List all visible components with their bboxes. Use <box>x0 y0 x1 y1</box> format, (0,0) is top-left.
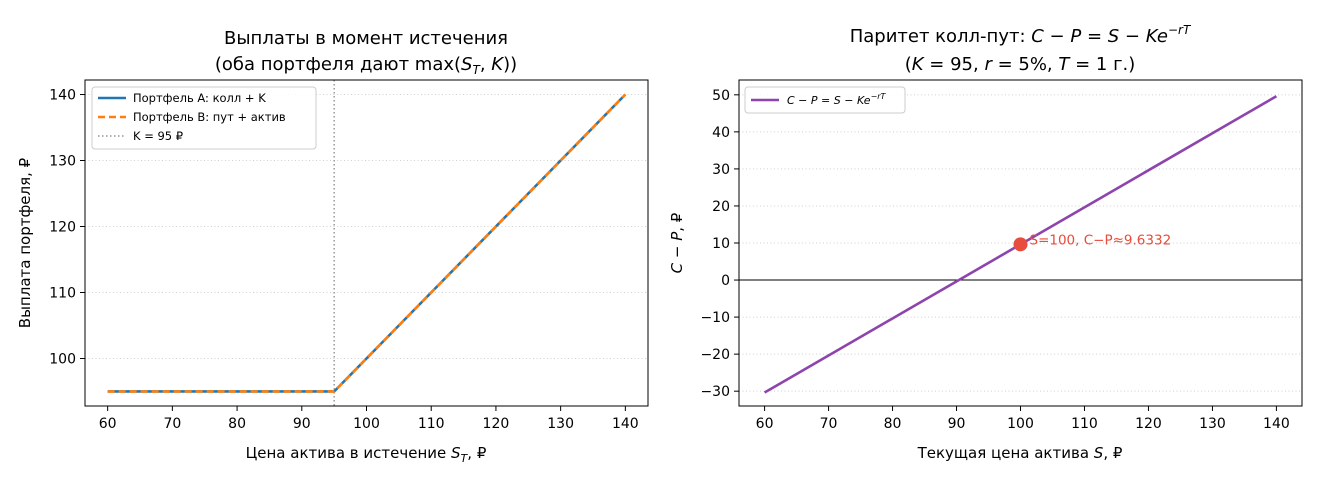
x-tick-label: 90 <box>293 416 311 432</box>
grid-lines <box>85 94 648 359</box>
payoff-chart: Выплаты в момент истечения (оба портфеля… <box>16 28 649 465</box>
y-tick-label: 120 <box>49 220 76 236</box>
x-axis-label: Текущая цена актива S, ₽ <box>917 444 1123 462</box>
x-tick-label: 60 <box>99 416 117 432</box>
y-axis-ticks: −30 −20 −10 0 10 20 30 40 50 <box>700 88 739 400</box>
x-tick-label: 140 <box>1263 416 1290 432</box>
y-tick-label: −30 <box>700 384 730 400</box>
legend: C − P = S − Ke−rT <box>744 86 906 114</box>
x-tick-label: 90 <box>948 416 966 432</box>
y-tick-label: 50 <box>712 88 730 104</box>
plot-frame <box>84 79 649 407</box>
x-tick-label: 80 <box>884 416 902 432</box>
x-tick-label: 60 <box>756 416 774 432</box>
chart-title-line1: Паритет колл-пут: C − P = S − Ke−rT <box>850 23 1192 47</box>
x-tick-label: 140 <box>612 416 639 432</box>
legend-entry-strike: K = 95 ₽ <box>133 129 183 143</box>
legend: Портфель A: колл + K Портфель B: пут + а… <box>91 86 317 150</box>
parity-chart: Паритет колл-пут: C − P = S − Ke−rT (K =… <box>668 23 1303 462</box>
point-annotation: S=100, C−P≈9.6332 <box>1030 232 1172 248</box>
x-tick-label: 80 <box>228 416 246 432</box>
y-tick-label: 0 <box>721 273 730 289</box>
y-tick-label: 140 <box>49 88 76 104</box>
y-tick-label: −20 <box>700 347 730 363</box>
y-tick-label: 30 <box>712 162 730 178</box>
x-axis-label: Цена актива в истечение ST, ₽ <box>246 444 487 465</box>
x-tick-label: 120 <box>483 416 510 432</box>
chart-title-line1: Выплаты в момент истечения <box>224 28 508 49</box>
x-tick-label: 110 <box>1071 416 1098 432</box>
y-tick-label: −10 <box>700 310 730 326</box>
x-tick-label: 130 <box>547 416 574 432</box>
x-tick-label: 120 <box>1135 416 1162 432</box>
y-axis-label: C − P, ₽ <box>668 212 686 273</box>
x-tick-label: 100 <box>1007 416 1034 432</box>
highlight-point <box>1013 237 1028 252</box>
legend-entry-portfolio-a: Портфель A: колл + K <box>133 91 266 105</box>
x-tick-label: 130 <box>1199 416 1226 432</box>
y-tick-label: 100 <box>49 351 76 367</box>
y-axis-ticks: 100 110 120 130 140 <box>49 88 85 367</box>
x-tick-label: 70 <box>163 416 181 432</box>
y-tick-label: 130 <box>49 154 76 170</box>
chart-title-line2: (оба портфеля дают max(ST, K)) <box>215 54 517 77</box>
legend-entry-portfolio-b: Портфель B: пут + актив <box>133 110 286 124</box>
x-tick-label: 70 <box>820 416 838 432</box>
y-tick-label: 20 <box>712 199 730 215</box>
y-tick-label: 40 <box>712 125 730 141</box>
plot-frame <box>738 79 1303 407</box>
x-axis-ticks: 60 70 80 90 100 110 120 130 140 <box>99 406 639 432</box>
series-line-portfolio-b <box>107 93 627 393</box>
x-tick-label: 100 <box>353 416 380 432</box>
y-tick-label: 110 <box>49 285 76 301</box>
y-axis-label: Выплата портфеля, ₽ <box>16 157 34 328</box>
x-tick-label: 110 <box>418 416 445 432</box>
legend-entry-parity: C − P = S − Ke−rT <box>787 92 887 107</box>
y-tick-label: 10 <box>712 236 730 252</box>
x-axis-ticks: 60 70 80 90 100 110 120 130 140 <box>756 406 1290 432</box>
chart-title-line2: (K = 95, r = 5%, T = 1 г.) <box>905 54 1136 75</box>
